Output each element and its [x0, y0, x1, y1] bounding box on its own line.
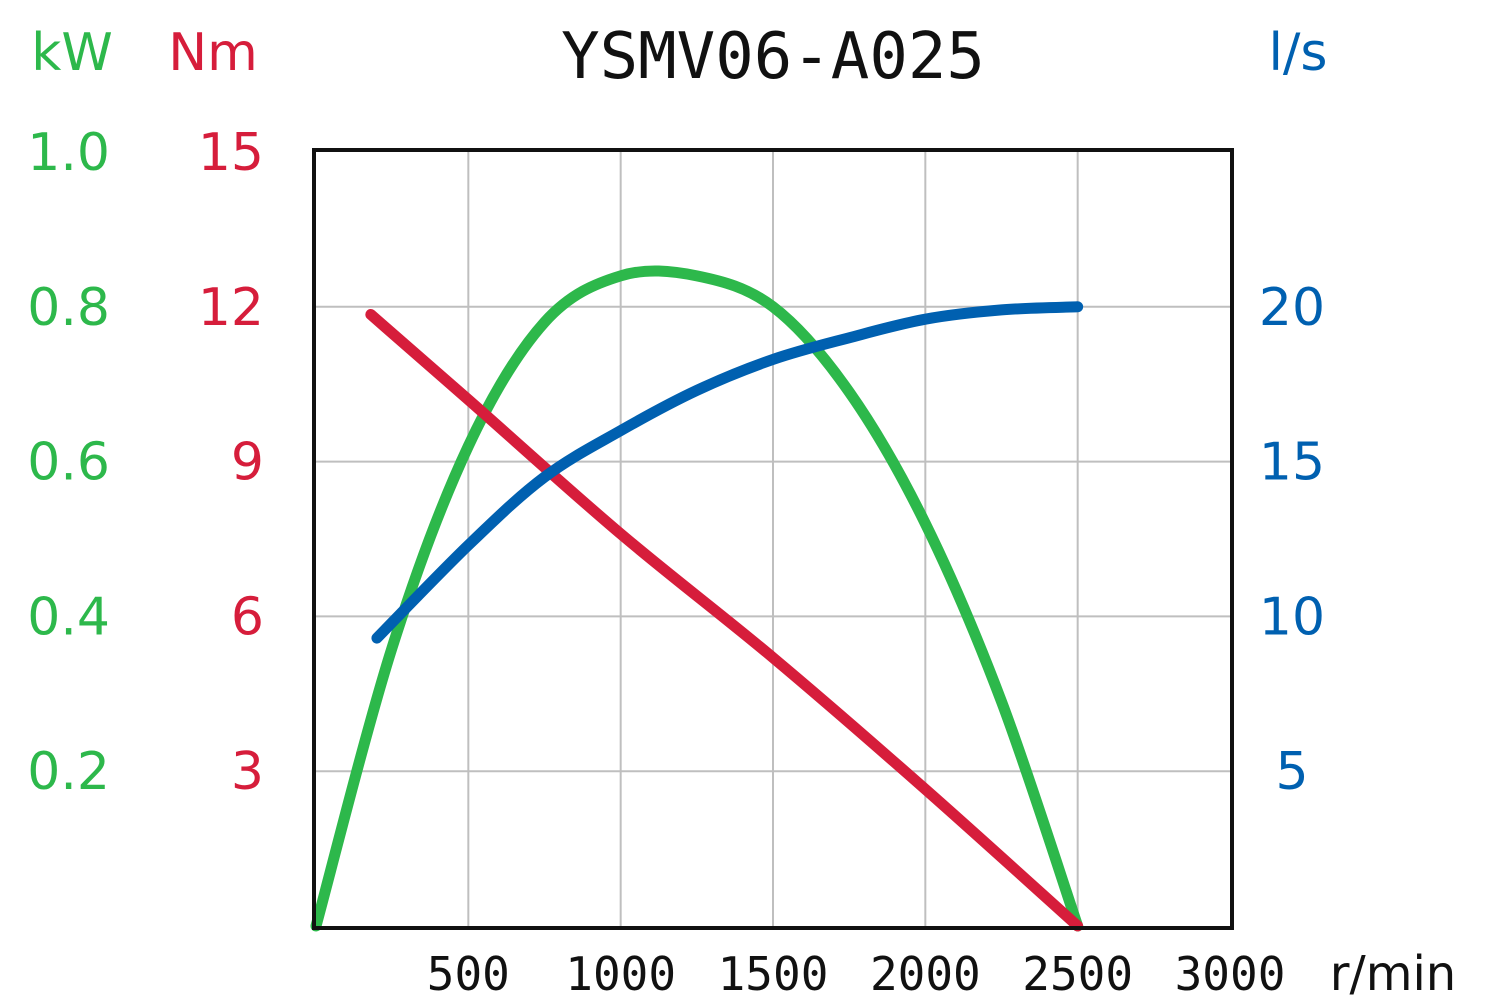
- power-tick-label: 0.8: [27, 278, 110, 338]
- power-tick-label: 0.6: [27, 433, 110, 493]
- torque-curve: [365, 309, 1084, 932]
- power-tick-label: 0.2: [27, 742, 110, 802]
- x-tick-label: 2000: [870, 947, 981, 1001]
- flow-tick-label: 10: [1259, 587, 1325, 647]
- torque-tick-label: 9: [231, 433, 264, 493]
- x-axis-unit: r/min: [1330, 946, 1456, 1002]
- torque-tick-label: 12: [198, 278, 264, 338]
- flow-tick-label: 15: [1259, 433, 1325, 493]
- x-tick-label: 1000: [565, 947, 676, 1001]
- x-tick-label: 1500: [718, 947, 829, 1001]
- chart-title: YSMV06-A025: [561, 20, 985, 94]
- torque-tick-label: 6: [231, 587, 264, 647]
- flow-tick-label: 5: [1275, 742, 1308, 802]
- x-tick-label: 3000: [1175, 947, 1286, 1001]
- torque-tick-label: 15: [198, 123, 264, 183]
- plot-frame: [312, 148, 1234, 930]
- power-axis-unit: kW: [31, 23, 113, 83]
- flow-tick-label: 20: [1259, 278, 1325, 338]
- grid-lines: [316, 152, 1230, 926]
- flow-curve: [371, 301, 1084, 644]
- curves: [310, 265, 1084, 932]
- power-tick-label: 0.4: [27, 587, 110, 647]
- torque-axis-unit: Nm: [168, 23, 258, 83]
- x-tick-label: 500: [427, 947, 510, 1001]
- torque-tick-label: 3: [231, 742, 264, 802]
- power-curve: [310, 265, 1084, 932]
- x-tick-label: 2500: [1022, 947, 1133, 1001]
- power-tick-label: 1.0: [27, 123, 110, 183]
- flow-axis-unit: l/s: [1268, 23, 1327, 83]
- axis-labels: 500 1000 1500 2000 2500 3000 0.2 0.4 0.6 0.8 1.0 3 6…: [27, 123, 1325, 1001]
